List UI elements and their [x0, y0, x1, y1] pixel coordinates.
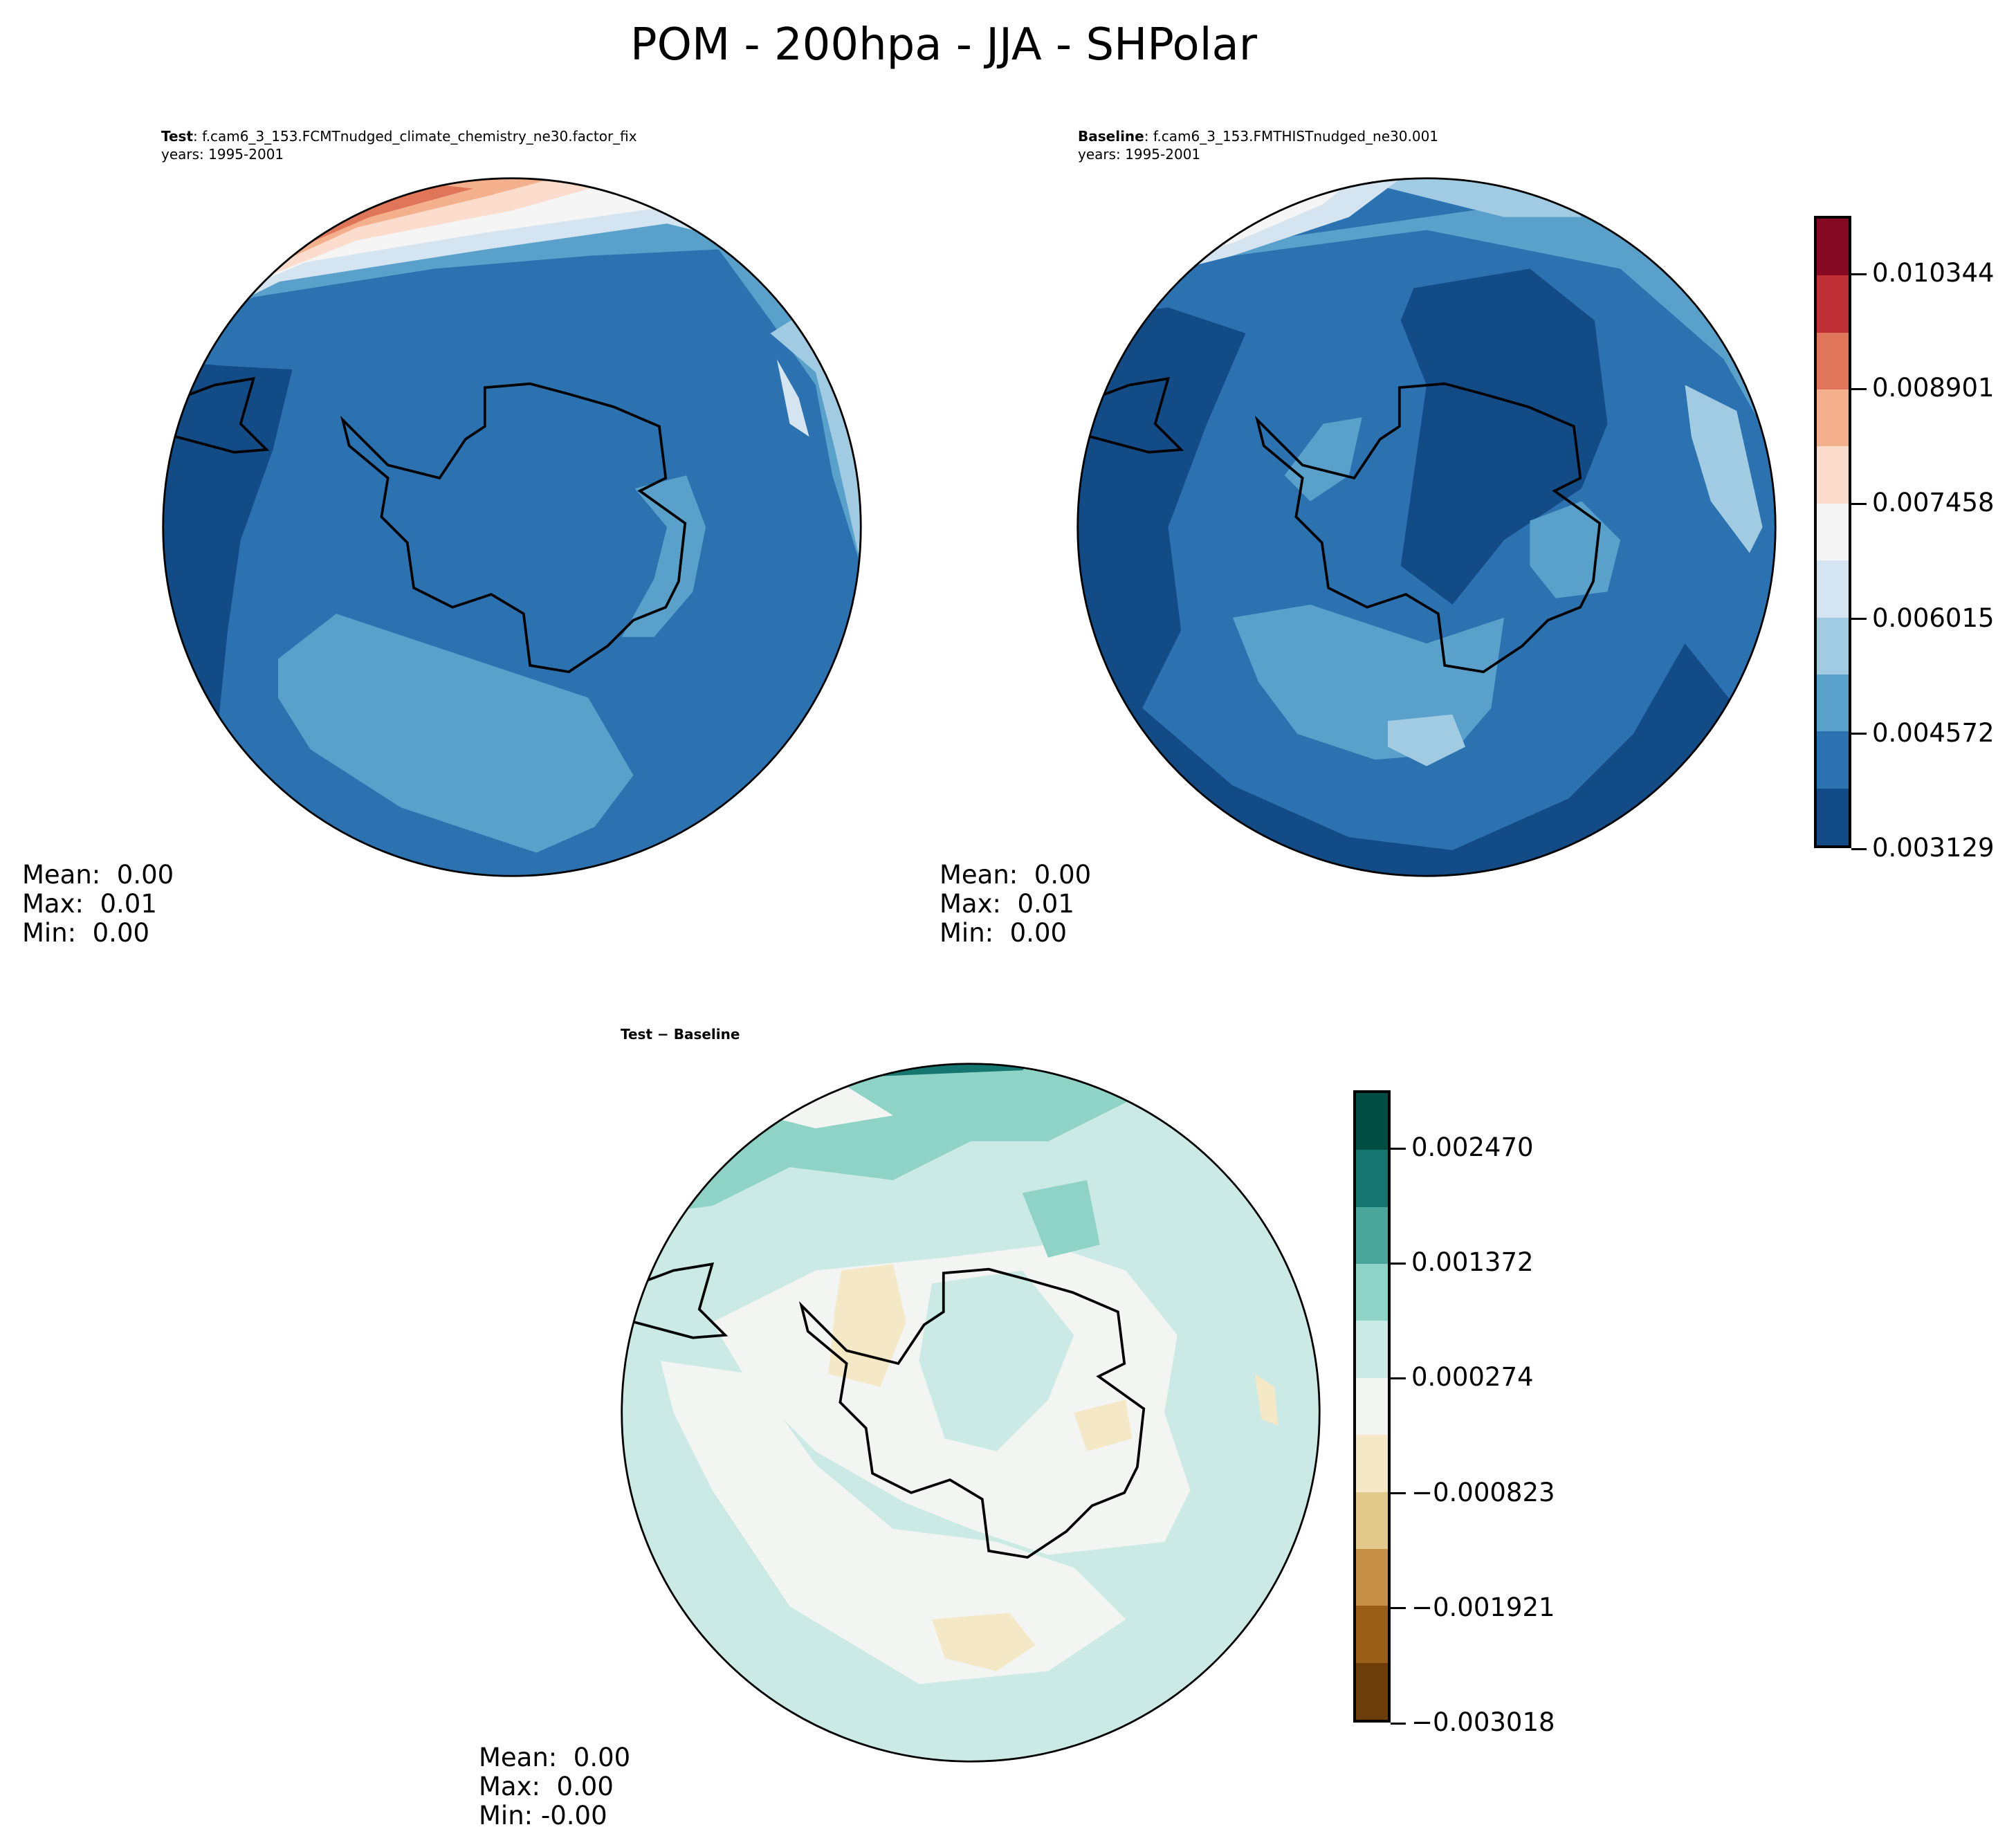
diff-label: Test − Baseline: [621, 1026, 740, 1043]
colorbar-brbg: [1353, 1090, 1391, 1723]
colorbar-tick-label: 0.004572: [1851, 717, 1995, 748]
test-case-name: : f.cam6_3_153.FCMTnudged_climate_chemis…: [193, 128, 637, 145]
baseline-max: Max: 0.01: [940, 889, 1074, 919]
colorbar-tick-label: 0.010344: [1851, 258, 1995, 288]
colorbar-level: [1817, 560, 1849, 618]
colorbar-level: [1356, 1264, 1388, 1321]
diff-map: [621, 1063, 1321, 1763]
colorbar-level: [1356, 1548, 1388, 1606]
test-max: Max: 0.01: [22, 889, 157, 919]
test-map: [162, 177, 862, 877]
colorbar-level: [1817, 446, 1849, 504]
colorbar-tick-label: 0.006015: [1851, 603, 1995, 633]
colorbar-tick-label: 0.002470: [1391, 1132, 1534, 1163]
diff-max: Max: 0.00: [479, 1772, 614, 1801]
diff-mean: Mean: 0.00: [479, 1743, 631, 1772]
colorbar-level: [1817, 674, 1849, 732]
colorbar-level: [1817, 219, 1849, 276]
test-mean: Mean: 0.00: [22, 860, 174, 890]
colorbar-level: [1817, 503, 1849, 561]
colorbar-level: [1817, 389, 1849, 447]
colorbar-tick-label: 0.008901: [1851, 373, 1995, 403]
baseline-min: Min: 0.00: [940, 918, 1067, 948]
baseline-case-name: : f.cam6_3_153.FMTHISTnudged_ne30.001: [1144, 128, 1439, 145]
colorbar-level: [1356, 1377, 1388, 1435]
baseline-years: years: 1995-2001: [1078, 146, 1201, 163]
colorbar-tick-label: 0.007458: [1851, 488, 1995, 518]
diff-stats: Mean: 0.00 Max: 0.00 Min: -0.00: [479, 1743, 630, 1830]
colorbar-level: [1356, 1435, 1388, 1492]
test-subtitle: Test: f.cam6_3_153.FCMTnudged_climate_ch…: [161, 127, 637, 163]
test-stats: Mean: 0.00 Max: 0.01 Min: 0.00: [22, 861, 174, 948]
colorbar-level: [1817, 731, 1849, 789]
colorbar-level: [1356, 1662, 1388, 1720]
baseline-subtitle: Baseline: f.cam6_3_153.FMTHISTnudged_ne3…: [1078, 127, 1438, 163]
colorbar-level: [1356, 1206, 1388, 1265]
test-years: years: 1995-2001: [161, 146, 284, 163]
colorbar-level: [1817, 617, 1849, 674]
baseline-map: [1076, 177, 1777, 877]
baseline-stats: Mean: 0.00 Max: 0.01 Min: 0.00: [940, 861, 1091, 948]
test-label: Test: [161, 128, 194, 145]
colorbar-tick-label: −0.001921: [1391, 1592, 1555, 1622]
colorbar-level: [1356, 1093, 1388, 1150]
colorbar-level: [1356, 1321, 1388, 1378]
colorbar-tick-label: 0.001372: [1391, 1247, 1534, 1278]
colorbar-level: [1356, 1150, 1388, 1207]
colorbar-tick-label: −0.000823: [1391, 1477, 1555, 1507]
colorbar-level: [1817, 275, 1849, 333]
colorbar-level: [1356, 1606, 1388, 1663]
colorbar-rdbu: [1814, 216, 1851, 848]
baseline-label: Baseline: [1078, 128, 1144, 145]
colorbar-tick-label: 0.000274: [1391, 1362, 1534, 1393]
test-min: Min: 0.00: [22, 918, 150, 948]
diff-min: Min: -0.00: [479, 1801, 607, 1830]
colorbar-level: [1817, 332, 1849, 390]
colorbar-tick-label: 0.003129: [1851, 833, 1995, 863]
diff-subtitle: Test − Baseline: [621, 1025, 740, 1043]
colorbar-level: [1817, 788, 1849, 845]
figure-title: POM - 200hpa - JJA - SHPolar: [630, 19, 1258, 71]
baseline-mean: Mean: 0.00: [940, 860, 1092, 890]
colorbar-tick-label: −0.003018: [1391, 1707, 1555, 1737]
colorbar-level: [1356, 1491, 1388, 1549]
